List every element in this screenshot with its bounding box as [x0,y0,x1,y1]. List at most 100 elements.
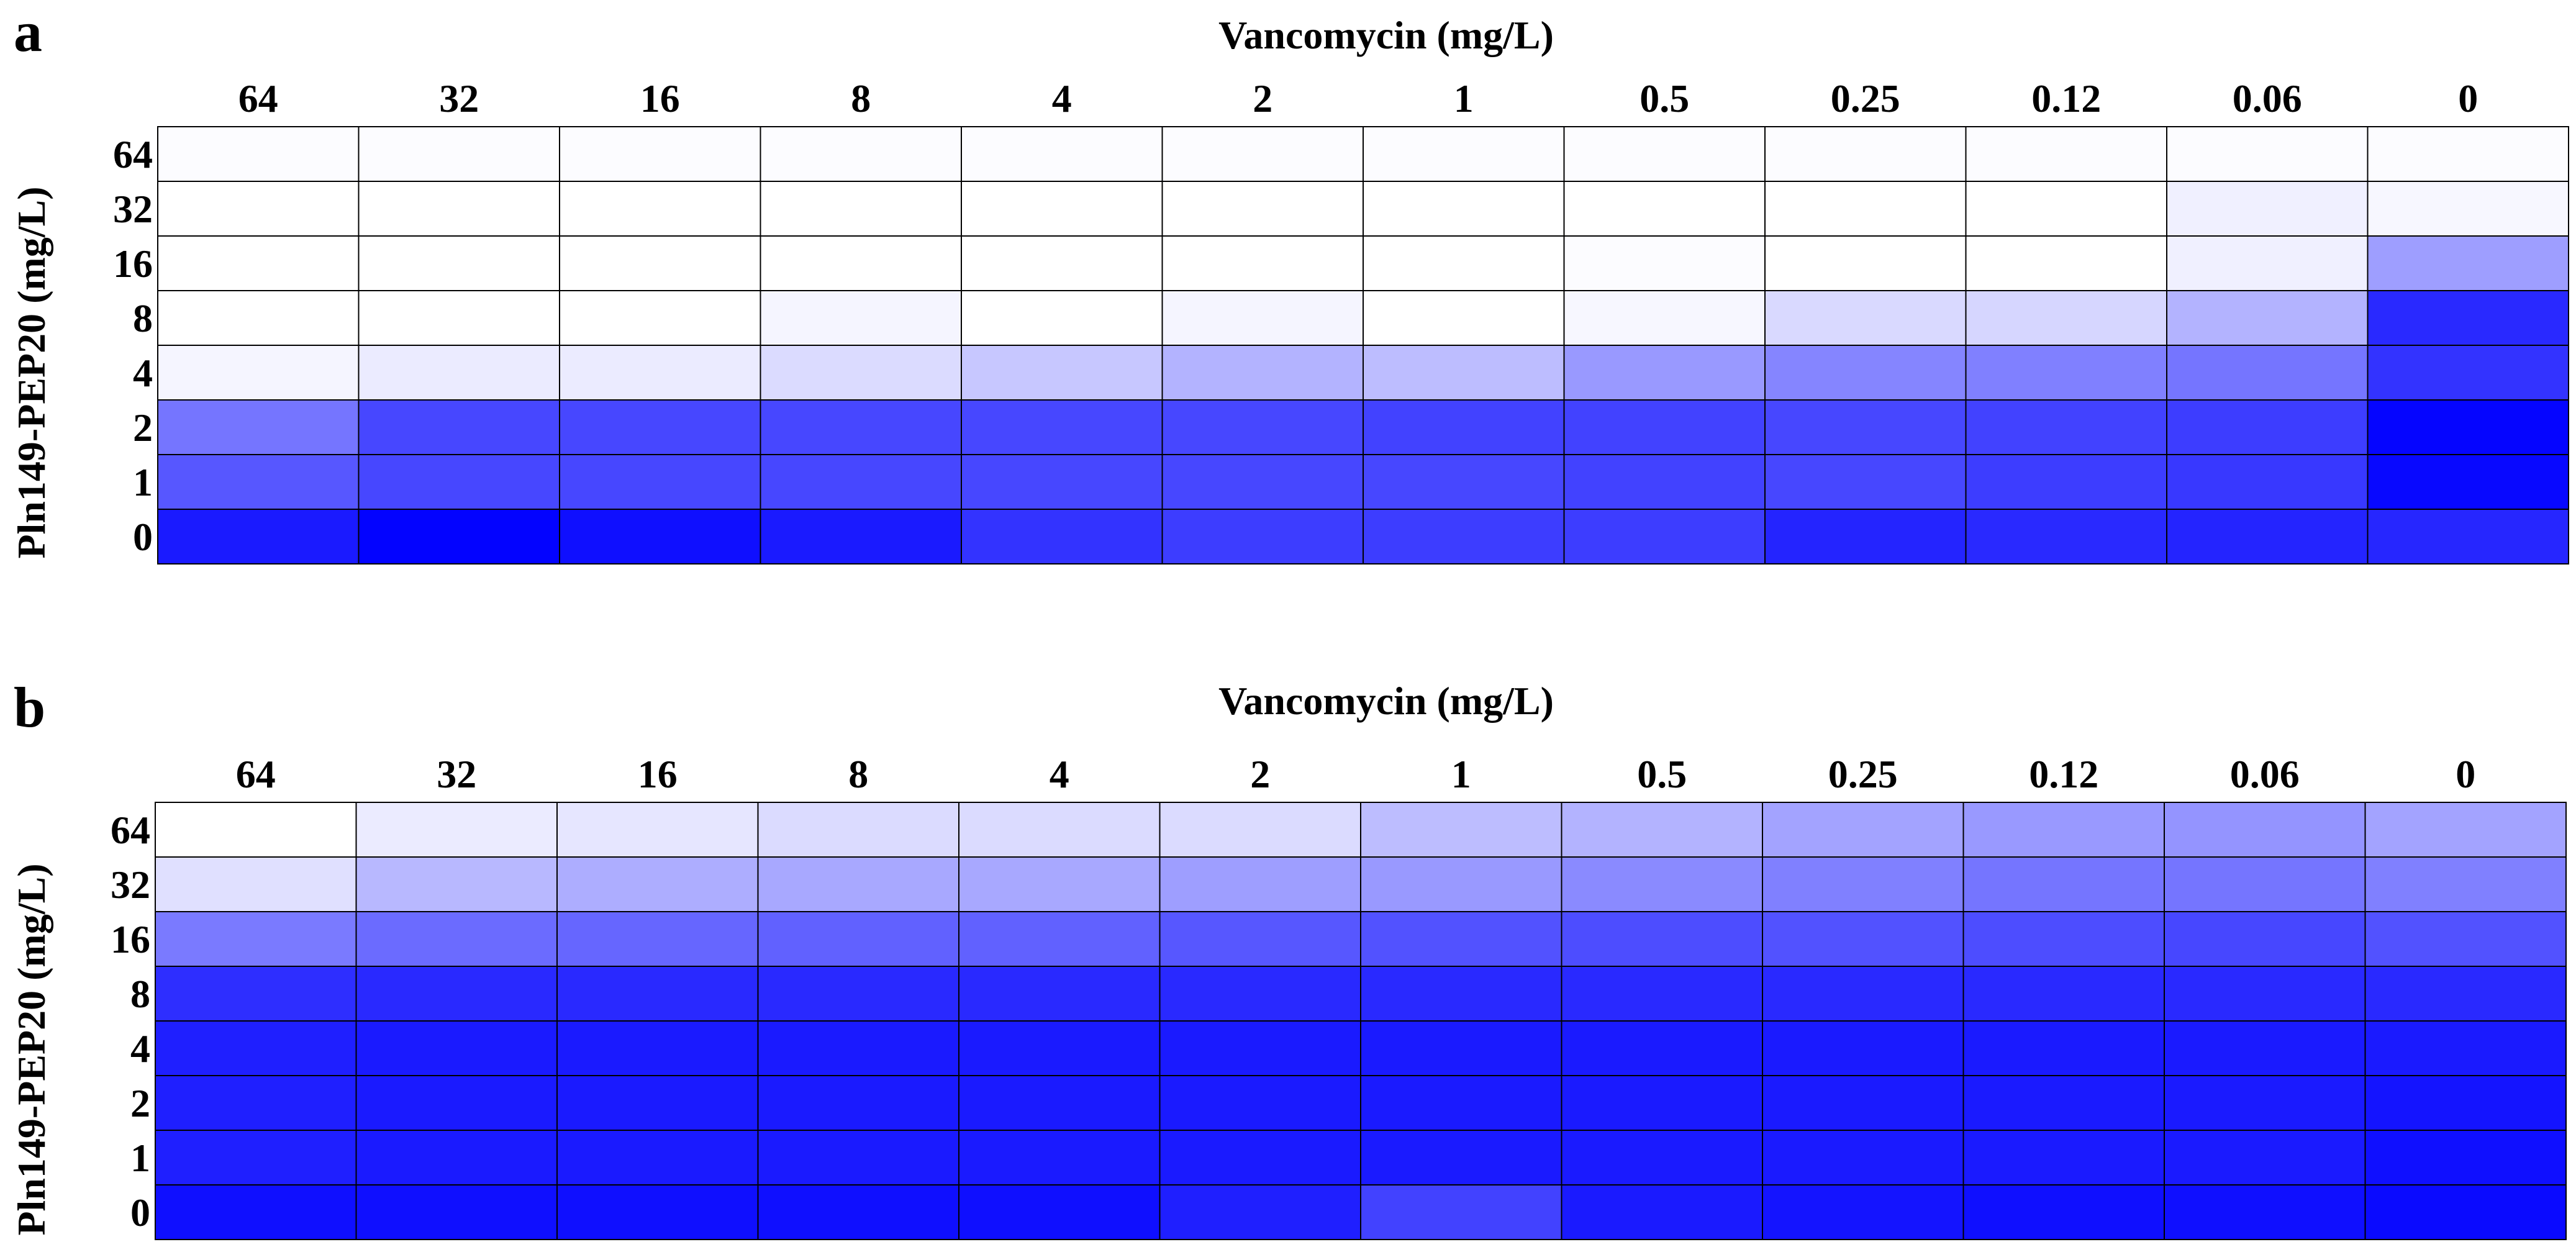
heatmap-cell [1563,399,1766,455]
y-tick-label: 8 [133,296,153,340]
heatmap-cell [1161,126,1364,182]
heatmap-cell [559,290,761,346]
heatmap-cell [1563,345,1766,401]
x-tick-label: 32 [437,752,476,796]
heatmap-cell [1764,181,1967,237]
heatmap-cell [1962,966,2165,1022]
heatmap-cell [2364,856,2567,912]
heatmap-cell [757,1075,959,1131]
heatmap-cell [2164,966,2366,1022]
heatmap-cell [358,345,560,401]
heatmap-cell [757,802,959,858]
x-tick-label: 0.5 [1637,752,1687,796]
heatmap-cell [1363,345,1565,401]
y-tick-label: 16 [111,917,150,961]
heatmap-panel-b: b Vancomycin (mg/L) Pln149-PEP20 (mg/L) … [9,676,2567,1240]
heatmap-cell [1561,911,1763,967]
heatmap-cell [1965,399,2167,455]
x-tick-label: 1 [1454,76,1474,120]
heatmap-cell [1965,126,2167,182]
heatmap-cell [1161,235,1364,291]
x-tick-label: 0.12 [2031,76,2101,120]
heatmap-cell [757,1184,959,1240]
heatmap-cell [2364,1184,2567,1240]
heatmap-cell [2364,966,2567,1022]
x-tick-label: 0.06 [2233,76,2302,120]
x-tick-label: 2 [1250,752,1270,796]
heatmap-cell [961,181,1163,237]
heatmap-cell [2166,126,2369,182]
heatmap-cell [1762,966,1964,1022]
heatmap-cell [958,1184,1161,1240]
heatmap-cell [1561,856,1763,912]
y-axis-title: Pln149-PEP20 (mg/L) [9,186,53,558]
y-tick-label: 8 [130,972,150,1016]
heatmap-cell [1965,345,2167,401]
heatmap-cell [2367,126,2569,182]
heatmap-cell [961,509,1163,565]
heatmap-cell [1159,1075,1361,1131]
heatmap-cell [760,509,962,565]
heatmap-cell [2166,290,2369,346]
heatmap-cell [559,181,761,237]
heatmap-cell [961,345,1163,401]
heatmap-cell [358,290,560,346]
heatmap-cell [961,399,1163,455]
x-tick-label: 64 [236,752,276,796]
heatmap-cell [1762,1130,1964,1186]
heatmap-cell [155,1075,357,1131]
heatmap-cell [1764,399,1967,455]
heatmap-cell [1360,1075,1562,1131]
heatmap-cell [1764,290,1967,346]
heatmap-cell [1360,911,1562,967]
x-tick-label: 0.5 [1639,76,1689,120]
heatmap-cell [1363,399,1565,455]
y-tick-label: 4 [133,351,153,395]
heatmap-cell [1962,802,2165,858]
x-tick-label: 32 [439,76,479,120]
heatmap-cell [1563,454,1766,510]
heatmap-cell [1962,911,2165,967]
heatmap-cell [958,966,1161,1022]
heatmap-cell [559,509,761,565]
heatmap-cell [2364,1020,2567,1076]
heatmap-cell [2164,1020,2366,1076]
heatmap-cell [958,856,1161,912]
heatmap-cell [1762,856,1964,912]
heatmap-cell [958,1130,1161,1186]
heatmap-cell [1161,290,1364,346]
heatmap-cell [757,1020,959,1076]
heatmap-cell [1161,399,1364,455]
x-tick-label: 4 [1050,752,1069,796]
heatmap-cell [157,399,360,455]
heatmap-cell [1363,454,1565,510]
heatmap-cell [1363,126,1565,182]
heatmap-cell [2166,509,2369,565]
heatmap-cell [2367,290,2569,346]
heatmap-cell [1962,1130,2165,1186]
x-tick-label: 0.06 [2230,752,2300,796]
heatmap-panel-a: a Vancomycin (mg/L) Pln149-PEP20 (mg/L) … [9,0,2569,565]
y-tick-label: 32 [111,863,150,907]
heatmap-cell [2367,509,2569,565]
heatmap-cell [157,345,360,401]
heatmap-cell [1159,802,1361,858]
heatmap-cell [760,345,962,401]
heatmap-cell [1563,509,1766,565]
y-tick-label: 1 [130,1136,150,1180]
heatmap-cell [556,966,759,1022]
heatmap-cell [355,911,558,967]
x-tick-label: 4 [1052,76,1072,120]
heatmap-cell [559,454,761,510]
y-tick-label: 0 [130,1190,150,1235]
heatmap-cell [2367,454,2569,510]
heatmap-cell [1561,1130,1763,1186]
heatmap-cell [358,126,560,182]
heatmap-cell [1965,290,2167,346]
heatmap-cell [1363,509,1565,565]
heatmap-cell [1762,911,1964,967]
heatmap-cell [1764,126,1967,182]
heatmap-cell [1159,1020,1361,1076]
heatmap-cell [1563,126,1766,182]
